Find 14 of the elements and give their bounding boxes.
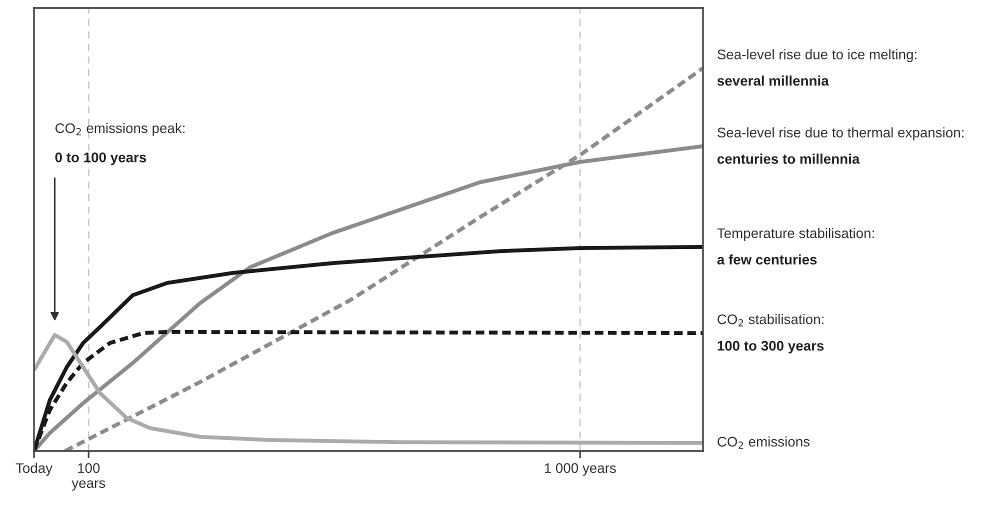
x-tick-label: 100 years (72, 463, 106, 491)
text: centuries to millennia (717, 154, 860, 164)
annotation: 0 to 100 years (55, 152, 146, 166)
x-tick-label: Today (16, 462, 53, 476)
series-label: Temperature stabilisation: (717, 228, 874, 241)
series-label: Sea-level rise due to ice melting: (718, 49, 916, 62)
text: a few centuries (717, 254, 817, 265)
annotation: CO$_{2}$ emissions peak: (55, 122, 184, 136)
text: 100 to 300 years (718, 340, 824, 354)
x-tick-label: 1 000 years (544, 463, 616, 476)
text: several millennia (717, 76, 829, 86)
series-label: CO$_{2}$ emissions (718, 436, 810, 449)
series-label: CO$_{2}$ stabilisation: (718, 314, 824, 326)
series-label: Sea-level rise due to thermal expansion: (718, 127, 964, 140)
